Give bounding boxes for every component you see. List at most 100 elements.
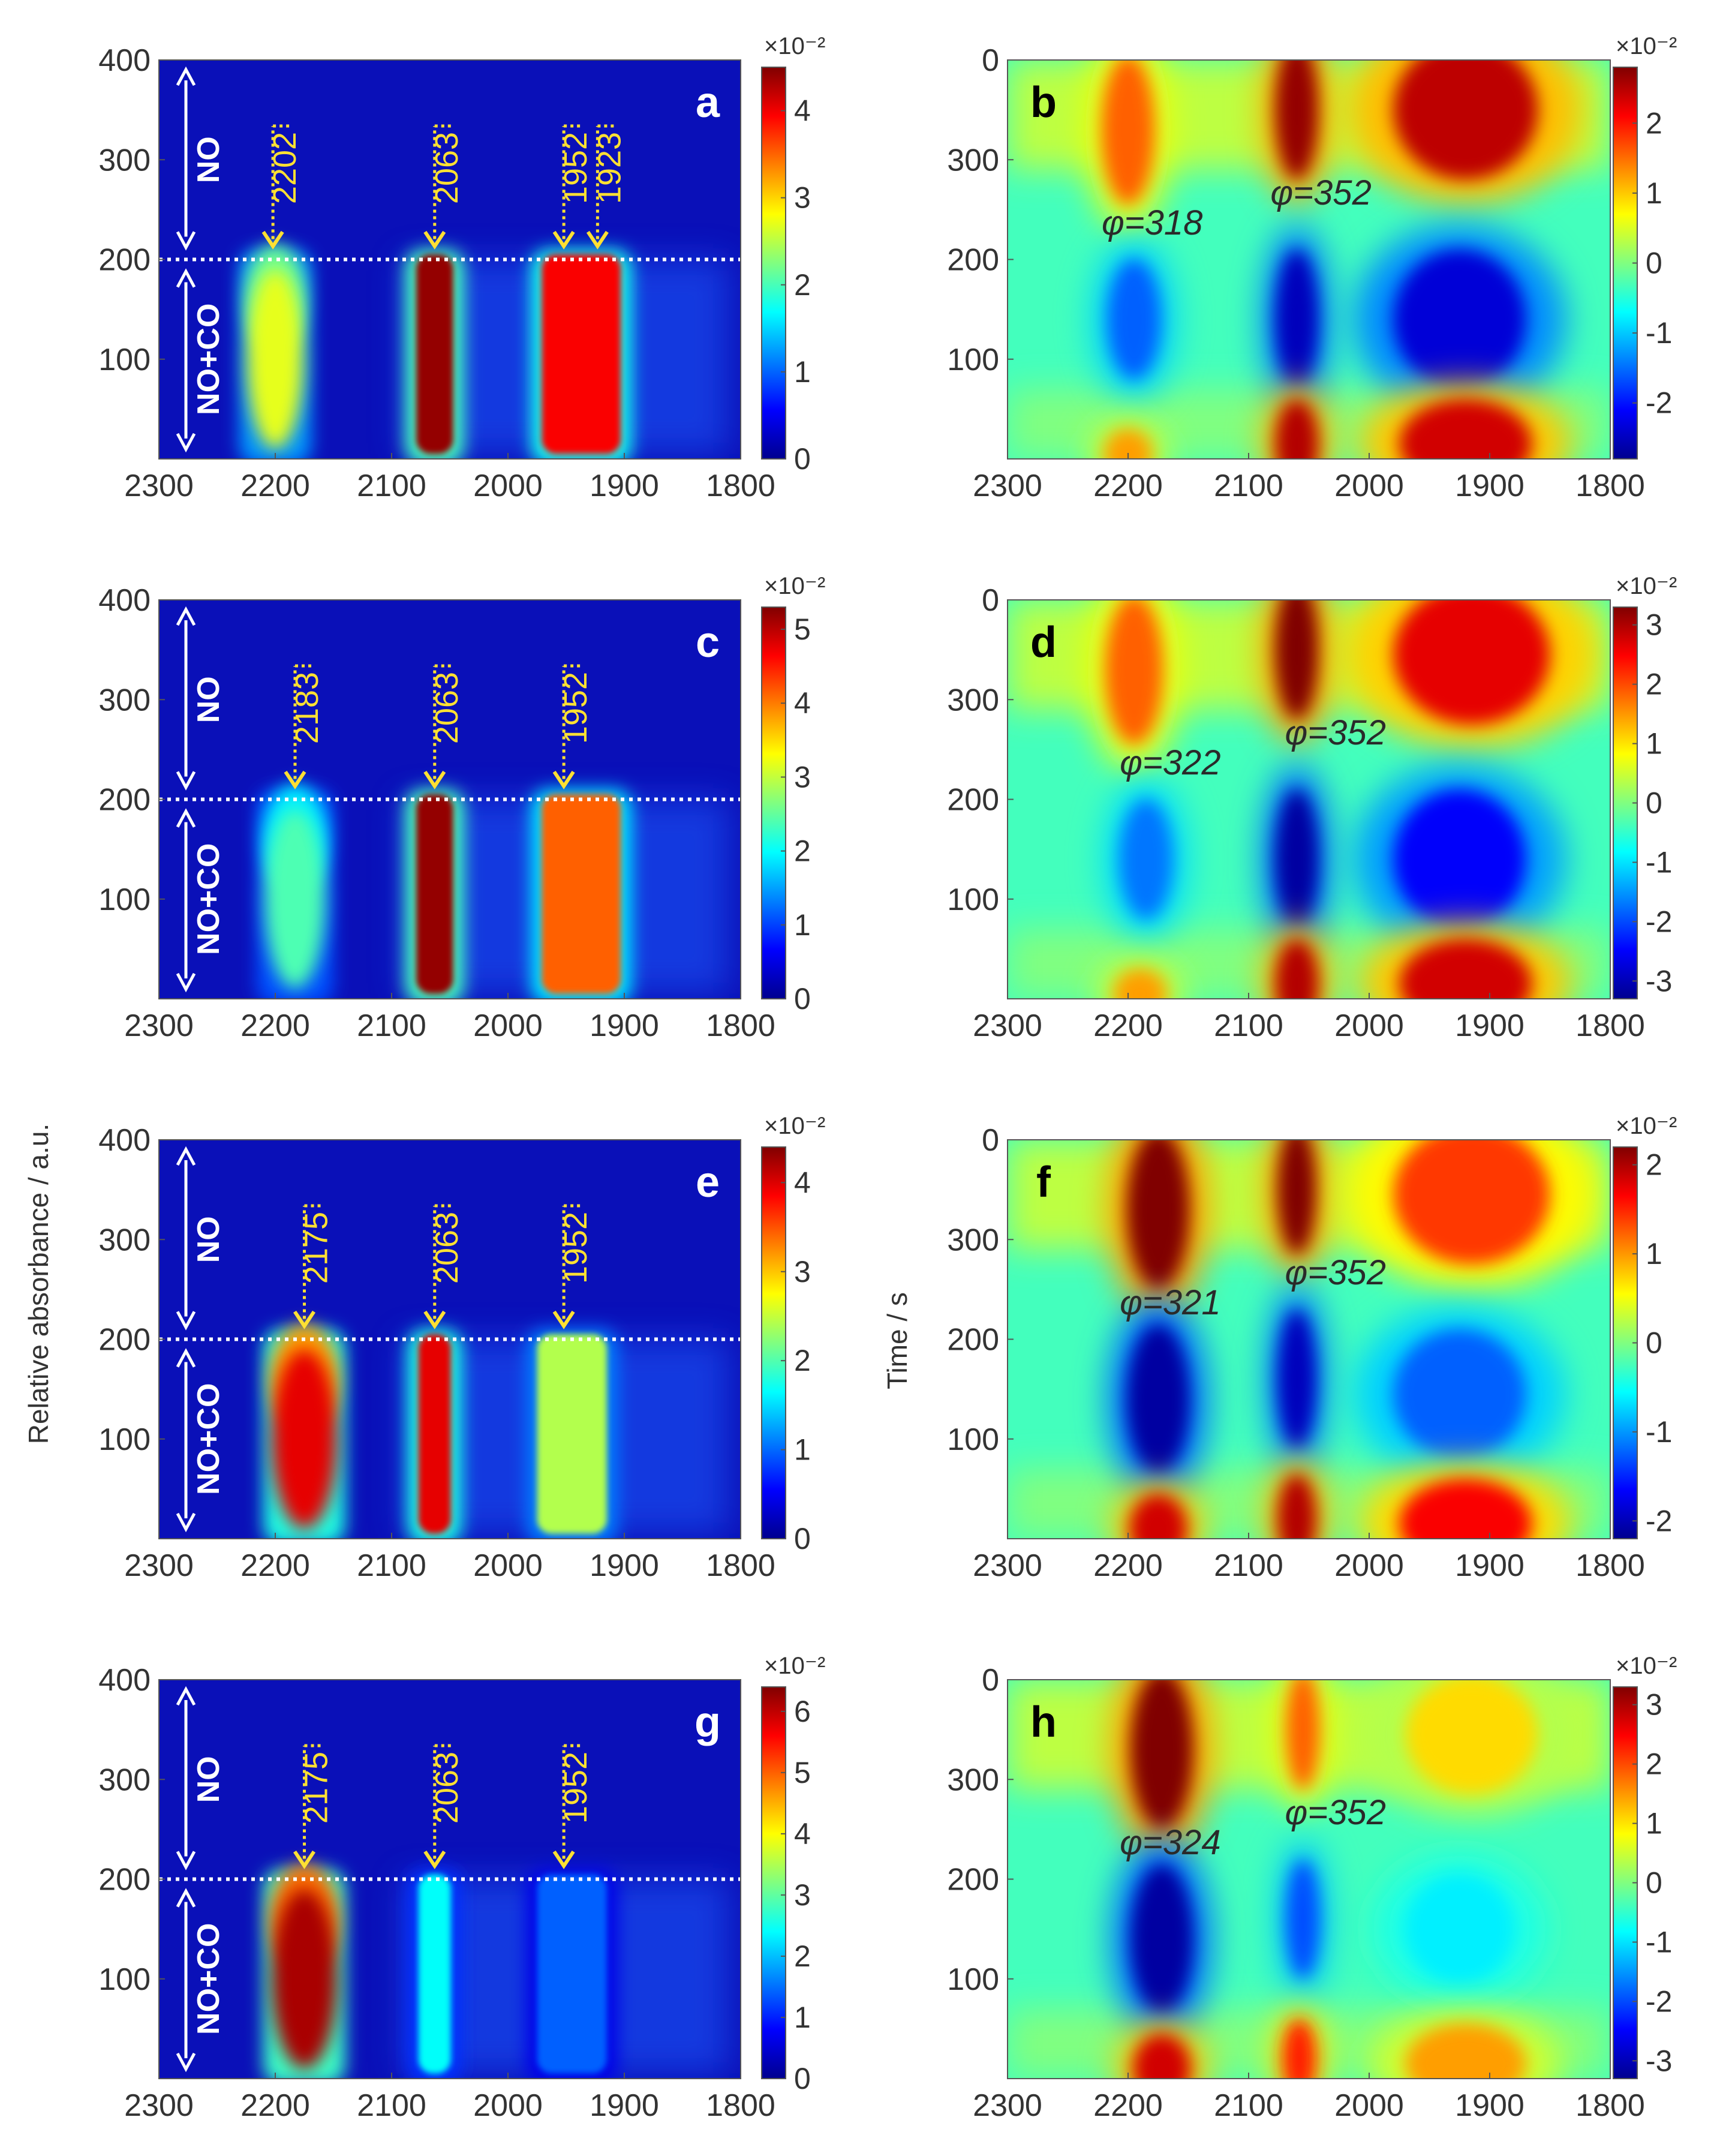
panel-letter: f <box>1036 1158 1051 1206</box>
colorbar <box>761 67 786 460</box>
colorbar-tick-label: -3 <box>1646 2044 1672 2077</box>
gas-label-no: NO <box>191 1216 226 1263</box>
gas-label-no-co: NO+CO <box>191 1383 226 1495</box>
asym-peak <box>1262 600 1332 744</box>
asym-peak <box>1112 1481 1205 1539</box>
colorbar <box>761 1686 786 2079</box>
x-tick-label: 1800 <box>1575 2088 1645 2123</box>
asym-peak <box>1366 1680 1578 1816</box>
y-tick-label: 200 <box>947 243 999 278</box>
y-tick-label: 100 <box>98 1422 151 1457</box>
y-tick-label: 300 <box>98 143 151 178</box>
colorbar-tick-label: 1 <box>794 908 811 942</box>
plot-area <box>159 60 741 459</box>
colorbar-tick-label: 4 <box>794 1166 811 1199</box>
peak-band <box>256 784 334 999</box>
colorbar-tick-label: 1 <box>1646 1237 1662 1271</box>
peak-label: 2175 <box>299 1212 335 1284</box>
no-co-phase-arrow-head-down <box>176 1512 196 1533</box>
gas-label-no: NO <box>191 136 226 183</box>
x-tick-label: 2200 <box>240 2088 310 2123</box>
peak-label: 2202 <box>267 132 303 204</box>
plot-area <box>1008 1680 1610 2079</box>
x-tick-label: 2100 <box>1214 2088 1283 2123</box>
colorbar-tick-label: 0 <box>1646 247 1662 280</box>
peak-core <box>1126 1324 1190 1474</box>
asym-peak <box>1265 1140 1328 1277</box>
right-y-axis-title: Time / s <box>882 1292 913 1389</box>
peak-core <box>1275 600 1319 720</box>
gas-label-no-co: NO+CO <box>191 843 226 955</box>
panel-letter: b <box>1030 79 1057 127</box>
asym-peak <box>1115 2021 1208 2079</box>
y-tick-label: 300 <box>947 1762 999 1797</box>
colorbar-tick-label: 2 <box>794 834 811 868</box>
x-tick-label: 1900 <box>590 469 659 503</box>
colorbar-tick-label: -1 <box>1646 845 1672 879</box>
colorbar-multiplier: ×10⁻² <box>1616 573 1677 599</box>
peak-core <box>1275 60 1319 180</box>
x-tick-label: 2300 <box>973 469 1042 503</box>
x-tick-label: 2100 <box>357 1008 426 1043</box>
band-core <box>537 1334 607 1534</box>
peak-arrowhead <box>586 230 609 250</box>
peak-core <box>1286 1859 1320 1979</box>
peak-label: 1952 <box>558 1212 594 1284</box>
x-tick-label: 1800 <box>706 1008 775 1043</box>
asym-peak <box>1272 2005 1327 2079</box>
peak-core <box>1130 1680 1193 1830</box>
left-y-axis-title: Relative absorbance / a.u. <box>23 1124 54 1444</box>
asym-peak <box>1359 923 1572 999</box>
x-tick-label: 1900 <box>1455 2088 1524 2123</box>
peak-core <box>1393 60 1538 180</box>
x-tick-label: 2100 <box>357 469 426 503</box>
peak-arrowhead <box>552 1310 575 1329</box>
gas-label-no: NO <box>191 1756 226 1803</box>
colorbar-tick-label: -1 <box>1646 1925 1672 1959</box>
gas-label-no-co: NO+CO <box>191 1923 226 2035</box>
peak-core <box>1393 789 1526 929</box>
peak-arrowhead <box>293 1310 315 1329</box>
peak-core <box>1405 1680 1538 1795</box>
colorbar-tick-label: -1 <box>1646 1415 1672 1449</box>
colorbar-tick-label: 0 <box>794 2062 811 2095</box>
colorbar-tick-label: -2 <box>1646 386 1672 420</box>
x-tick-label: 2000 <box>1334 1008 1404 1043</box>
band-core <box>537 1874 607 2074</box>
colorbar-tick-label: 2 <box>794 268 811 302</box>
x-tick-label: 1900 <box>590 2088 659 2123</box>
colorbar-tick-label: 4 <box>794 686 811 720</box>
y-tick-label: 200 <box>947 783 999 818</box>
no-phase-arrow-head-down <box>176 771 196 791</box>
x-tick-label: 2100 <box>1214 469 1283 503</box>
no-co-phase-arrow-head-down <box>176 2052 196 2073</box>
phase-angle-label: φ=324 <box>1120 1823 1220 1862</box>
y-tick-label: 0 <box>982 583 999 618</box>
x-tick-label: 2300 <box>973 1008 1042 1043</box>
y-tick-label: 0 <box>982 43 999 78</box>
no-co-phase-arrow-head-up <box>176 1348 196 1368</box>
colorbar-tick-label: 3 <box>794 760 811 794</box>
colorbar-tick-label: 0 <box>1646 786 1662 820</box>
colorbar-tick-label: 0 <box>794 982 811 1016</box>
peak-core <box>1286 1680 1320 1789</box>
colorbar-tick-label: 0 <box>1646 1326 1662 1360</box>
x-tick-label: 1900 <box>1455 469 1524 503</box>
x-tick-label: 1900 <box>1455 1548 1524 1583</box>
x-tick-label: 2100 <box>357 1548 426 1583</box>
peak-band <box>407 1869 462 2079</box>
y-tick-label: 100 <box>947 882 999 917</box>
colorbar-tick-label: 2 <box>794 1344 811 1377</box>
peak-band <box>526 1329 618 1539</box>
colorbar-tick-label: 5 <box>794 612 811 646</box>
colorbar-tick-label: 2 <box>1646 1747 1662 1781</box>
asym-peak <box>1353 765 1566 954</box>
x-tick-label: 2200 <box>240 1548 310 1583</box>
colorbar-tick-label: 1 <box>1646 727 1662 761</box>
plot-area <box>159 1680 741 2079</box>
x-tick-label: 2300 <box>973 2088 1042 2123</box>
peak-arrowhead <box>423 770 446 789</box>
peak-band <box>239 244 312 459</box>
